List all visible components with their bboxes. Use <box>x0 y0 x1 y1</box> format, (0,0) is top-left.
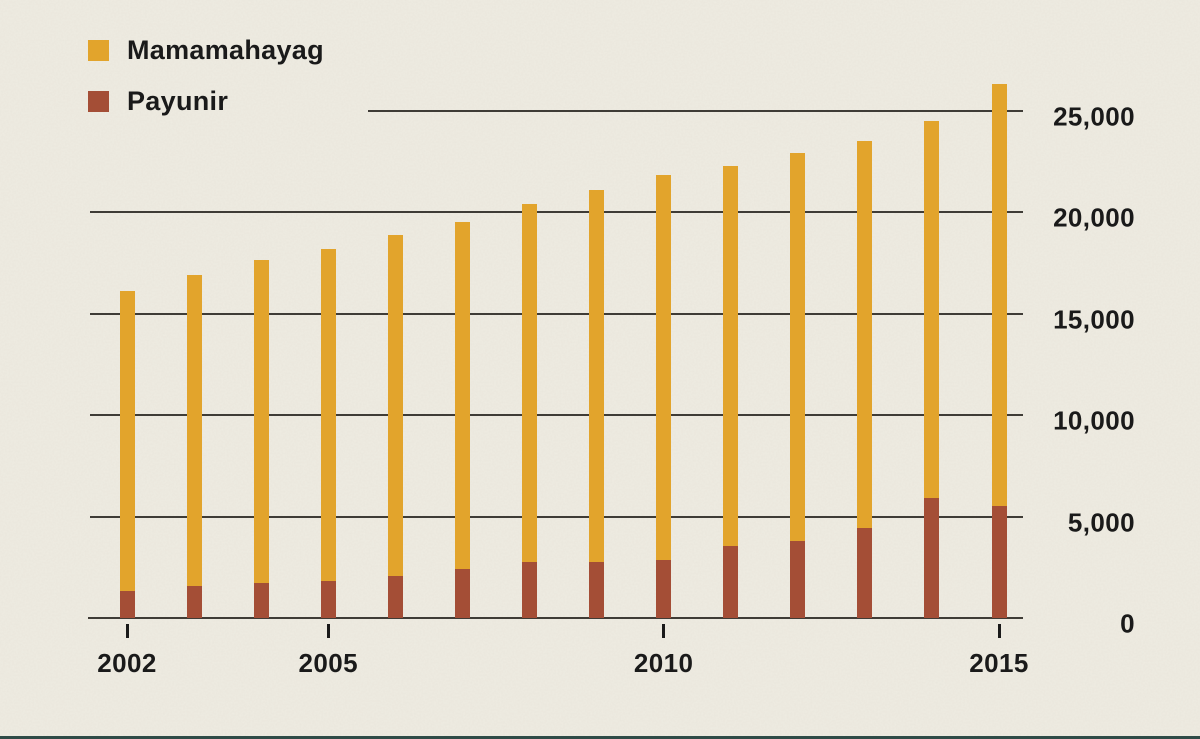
bar-2008-payunir <box>521 562 537 618</box>
bar-2014-mamamahayag <box>924 120 940 618</box>
bar-2011-mamamahayag <box>723 166 739 618</box>
bar-2015-mamamahayag <box>991 84 1007 618</box>
bar-2007-payunir <box>454 569 470 618</box>
bar-2006-payunir <box>387 576 403 618</box>
bar-2003-payunir <box>186 585 202 618</box>
x-tick-label-2002: 2002 <box>97 648 157 678</box>
bar-2013-payunir <box>857 527 873 618</box>
x-tick-2002 <box>125 624 129 638</box>
y-tick-label-15000: 15,000 <box>1053 304 1135 334</box>
bar-2011-payunir <box>723 545 739 618</box>
x-tick-2015 <box>997 624 1001 638</box>
bar-2012-payunir <box>790 540 806 618</box>
gridline-10000 <box>90 414 1023 416</box>
y-tick-label-25000: 25,000 <box>1053 101 1135 131</box>
gridline-25000 <box>368 109 1023 112</box>
gridline-5000 <box>90 515 1023 518</box>
bar-2014-payunir <box>924 498 940 618</box>
bar-2007-mamamahayag <box>454 222 470 618</box>
bar-2002-payunir <box>119 590 135 618</box>
legend-swatch-payunir <box>88 90 109 112</box>
bar-2003-mamamahayag <box>186 274 202 618</box>
legend-label-mamamahayag: Mamamahayag <box>127 34 324 65</box>
bar-2013-mamamahayag <box>857 140 873 618</box>
x-tick-label-2005: 2005 <box>298 648 358 678</box>
bar-2010-payunir <box>656 560 672 618</box>
y-tick-label-5000: 5,000 <box>1067 507 1135 537</box>
legend-item-payunir: Payunir <box>88 86 228 116</box>
legend-label-payunir: Payunir <box>127 85 229 116</box>
x-tick-label-2015: 2015 <box>969 648 1029 678</box>
legend-swatch-mamamahayag <box>88 39 109 61</box>
gridline-20000 <box>90 211 1023 213</box>
bar-2006-mamamahayag <box>387 235 403 618</box>
y-tick-label-10000: 10,000 <box>1053 405 1135 436</box>
x-tick-2005 <box>326 624 330 638</box>
bar-2004-mamamahayag <box>253 259 269 618</box>
gridline-0 <box>88 617 1023 619</box>
bar-2015-payunir <box>991 506 1007 618</box>
bar-2008-mamamahayag <box>521 203 537 618</box>
bar-2010-mamamahayag <box>656 175 672 618</box>
bar-2012-mamamahayag <box>790 153 806 618</box>
bar-2009-payunir <box>589 562 605 618</box>
bar-2009-mamamahayag <box>589 189 605 618</box>
bar-2004-payunir <box>253 583 269 618</box>
y-tick-label-20000: 20,000 <box>1053 202 1135 233</box>
y-tick-label-0: 0 <box>1120 608 1135 639</box>
x-tick-label-2010: 2010 <box>633 648 694 678</box>
bar-2002-mamamahayag <box>119 291 135 618</box>
legend-item-mamamahayag: Mamamahayag <box>88 35 324 65</box>
gridline-15000 <box>90 312 1023 315</box>
x-tick-2010 <box>662 624 666 638</box>
bottom-edge-strip <box>0 736 1200 739</box>
bar-2005-payunir <box>320 581 336 618</box>
bar-2005-mamamahayag <box>320 248 336 618</box>
